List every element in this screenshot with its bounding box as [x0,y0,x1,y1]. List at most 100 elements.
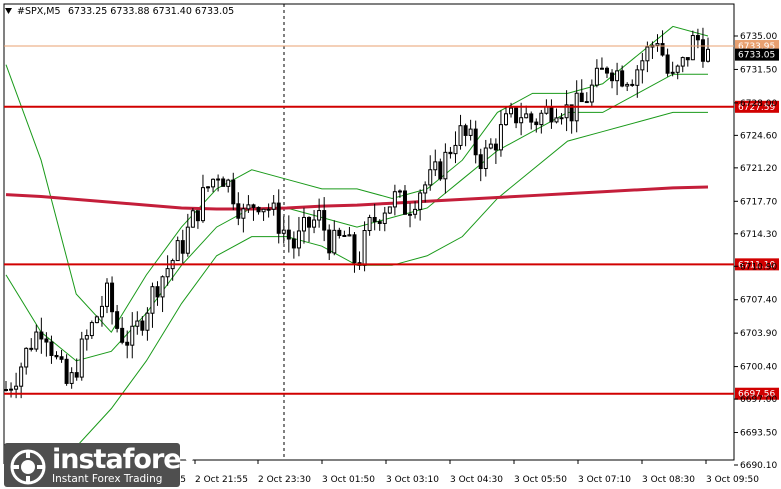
candle-body [231,179,236,205]
candlesticks [4,27,710,399]
candle-body [539,112,544,126]
candle-body [675,65,680,73]
candle-body [74,372,79,378]
level-label: 6697.56 [738,390,775,400]
x-tick-label: 2 Oct 21:55 [195,475,248,485]
candle-body [175,240,180,262]
candle-body [413,208,418,215]
menu-triangle-icon[interactable] [5,8,12,14]
candle-body [640,60,645,71]
candle-body [125,341,130,346]
candle-body [615,70,620,82]
candle-body [160,276,165,298]
candle-body [54,354,59,358]
candle-body [589,84,594,103]
candle-body [221,178,226,187]
candle-body [211,178,216,188]
candle-body [84,335,89,340]
candle-body [448,151,453,155]
candle-body [145,312,150,331]
candle-body [408,213,413,216]
candle-body [79,338,84,378]
candle-body [554,117,559,123]
candle-body [69,372,74,384]
candle-body [423,184,428,194]
candle-body [534,121,539,126]
candle-body [645,46,650,62]
candle-body [216,178,221,181]
plot-frame [3,3,735,461]
y-tick-label: 6703.90 [740,329,777,339]
candle-body [458,125,463,146]
candle-body [483,147,488,170]
candle-body [150,286,155,314]
candle-body [165,268,170,278]
level-label-bg [735,100,779,113]
candle-body [569,104,574,122]
candle-body [19,366,24,387]
level-label-bg [735,258,779,271]
candle-body [463,125,468,136]
candle-body [307,216,312,228]
candle-body [190,210,195,228]
candle-body [382,212,387,224]
candle-body [296,230,301,249]
candle-body [312,219,317,228]
candle-body [498,124,503,151]
x-tick-label: 3 Oct 01:50 [322,475,375,485]
watermark-tagline: Instant Forex Trading [52,473,163,485]
current-price-label: 6733.05 [738,51,775,61]
candle-body [34,331,39,350]
y-tick-label: 6707.40 [740,296,777,306]
support-resistance-levels: 6733.95 6727.59 6711.10 6697.56 6733.05 [4,40,779,400]
y-tick-label: 6717.70 [740,197,777,207]
level-label: 6711.10 [738,260,775,270]
candle-body [524,113,529,119]
y-tick-label: 6728.00 [740,99,777,109]
candle-body [362,230,367,266]
x-tick-label: 2 Oct 23:30 [258,475,311,485]
candle-body [367,216,372,232]
candle-body [635,69,640,86]
level-label-bg [735,387,779,400]
candle-body [665,54,670,74]
candle-body [473,128,478,156]
candle-body [226,179,231,187]
candle-body [276,202,281,234]
candle-body [94,316,99,324]
candle-body [14,385,19,390]
y-tick-label: 6724.60 [740,131,777,141]
candle-body [519,117,524,124]
candle-body [332,229,337,254]
candle-body [286,229,291,240]
candle-body [246,204,251,210]
candle-body [488,143,493,149]
y-tick-label: 6731.50 [740,65,777,75]
candle-body [453,144,458,155]
candle-body [685,57,690,61]
candle-body [266,208,271,211]
y-tick-label: 6697.00 [740,395,777,405]
candle-body [29,347,34,350]
candle-body [610,72,615,82]
candle-body [670,71,675,74]
candle-body [397,190,402,193]
candle-body [509,107,514,115]
candle-body [549,106,554,123]
candle-body [185,226,190,254]
candle-body [655,43,660,46]
y-tick-label: 6710.90 [740,262,777,272]
candle-body [372,216,377,223]
candle-body [514,107,519,124]
candle-body [110,282,115,313]
candle-body [387,206,392,214]
candle-body [529,113,534,123]
candle-body [352,234,357,264]
candle-body [89,322,94,337]
candle-body [700,39,705,62]
candle-body [342,234,347,237]
chart-symbol: #SPX,M5 [17,6,61,17]
candle-body [44,338,49,343]
